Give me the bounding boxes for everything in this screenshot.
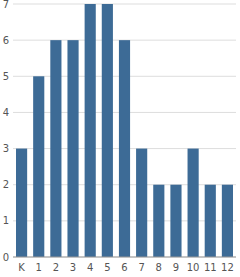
bar — [170, 185, 181, 257]
x-tick-label: 1 — [36, 262, 42, 273]
x-tick-label: 3 — [70, 262, 76, 273]
y-tick-label: 7 — [3, 0, 9, 10]
x-tick-label: 4 — [87, 262, 93, 273]
bar — [188, 149, 199, 257]
bar — [119, 40, 130, 257]
x-tick-label: 5 — [104, 262, 110, 273]
x-tick-label: 10 — [187, 262, 200, 273]
bar — [67, 40, 78, 257]
bar — [136, 149, 147, 257]
bar — [205, 185, 216, 257]
x-tick-label: 2 — [53, 262, 59, 273]
y-tick-label: 0 — [3, 252, 9, 263]
chart-container: 01234567K123456789101112 — [0, 0, 240, 277]
bar — [153, 185, 164, 257]
x-tick-label: 6 — [121, 262, 127, 273]
x-tick-label: K — [18, 262, 25, 273]
bar — [16, 149, 27, 257]
bar — [102, 4, 113, 257]
x-tick-label: 12 — [221, 262, 234, 273]
grid-line — [13, 257, 236, 258]
x-tick-label: 7 — [138, 262, 144, 273]
bar — [85, 4, 96, 257]
x-tick-label: 11 — [204, 262, 217, 273]
y-tick-label: 3 — [3, 143, 9, 154]
x-tick-label: 9 — [173, 262, 179, 273]
y-tick-label: 5 — [3, 71, 9, 82]
x-tick-label: 8 — [156, 262, 162, 273]
x-axis — [13, 257, 236, 258]
bar — [50, 40, 61, 257]
y-tick-label: 1 — [3, 215, 9, 226]
y-tick-label: 6 — [3, 35, 9, 46]
bar — [33, 76, 44, 257]
bar — [222, 185, 233, 257]
y-tick-label: 4 — [3, 107, 9, 118]
grid-line — [13, 4, 236, 5]
bars — [16, 4, 233, 257]
y-tick-label: 2 — [3, 179, 9, 190]
chart: 01234567K123456789101112 — [0, 0, 240, 277]
